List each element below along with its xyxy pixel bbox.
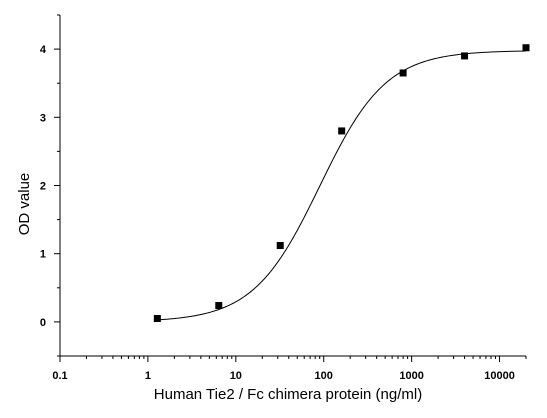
y-tick-label: 2 [40,181,46,193]
y-tick-label: 1 [40,249,46,261]
x-tick-label: 100 [315,370,333,382]
x-axis-title: Human Tie2 / Fc chimera protein (ng/ml) [154,386,422,403]
x-tick-label: 1000 [399,370,423,382]
plot-area: 0.1 1 10 100 1000 10000 0 1 2 3 4 [40,14,530,382]
y-tick-label: 3 [40,112,46,124]
y-axis-ticks: 0 1 2 3 4 [40,14,60,357]
x-tick-label: 10000 [484,370,515,382]
x-tick-label: 0.1 [52,370,67,382]
y-tick-label: 4 [40,44,47,56]
fit-curve [157,50,527,321]
data-point [276,242,284,250]
y-axis-title: OD value [16,173,33,236]
x-tick-label: 1 [145,370,151,382]
data-point [338,127,346,135]
x-axis-ticks: 0.1 1 10 100 1000 10000 [52,356,527,382]
x-tick-label: 10 [230,370,242,382]
data-points [153,44,530,322]
data-point [461,52,469,60]
y-tick-label: 0 [40,317,46,329]
data-point [522,44,530,52]
data-point [399,69,407,77]
data-point [215,302,223,310]
data-point [153,314,161,322]
